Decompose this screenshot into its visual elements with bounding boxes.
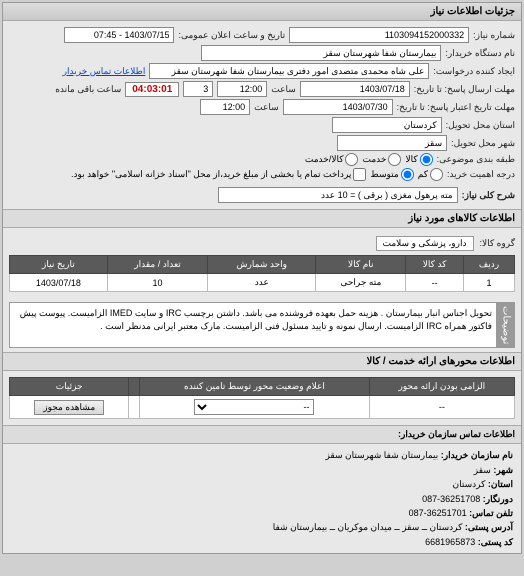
buyer-label: نام دستگاه خریدار: — [445, 48, 515, 59]
requester-label: ایجاد کننده درخواست: — [433, 66, 515, 77]
c-org: بیمارستان شفا شهرستان سقز — [325, 450, 438, 460]
pri-low-input[interactable] — [430, 168, 443, 181]
providers-row: -- -- مشاهده مجوز — [10, 396, 515, 419]
c-province-label: استان: — [488, 479, 513, 489]
c-phone-label: تلفن تماس: — [469, 508, 513, 518]
notes-label: توضیحات — [497, 302, 515, 348]
need-title-label: شرح کلی نیاز: — [462, 190, 515, 201]
time-label-1: ساعت — [271, 84, 296, 95]
c-province: کردستان — [453, 479, 486, 489]
c-city-label: شهر: — [493, 465, 513, 475]
providers-table: الزامی بودن ارائه محور اعلام وضعیت محور … — [9, 377, 515, 419]
panel-title: جزئیات اطلاعات نیاز — [3, 3, 521, 21]
pri-med-input[interactable] — [401, 168, 414, 181]
deadline-reply-label: مهلت ارسال پاسخ: تا تاریخ: — [414, 84, 515, 95]
c-address-label: آدرس پستی: — [465, 522, 513, 532]
c-city: سقز — [474, 465, 491, 475]
pth-details: جزئیات — [10, 378, 129, 396]
details-panel: جزئیات اطلاعات نیاز شماره نیاز: تاریخ و … — [2, 2, 522, 554]
th-date: تاریخ نیاز — [10, 256, 108, 274]
remain-suffix: ساعت باقی مانده — [55, 84, 121, 95]
th-qty: تعداد / مقدار — [107, 256, 208, 274]
ptd-mandatory: -- — [369, 396, 514, 419]
c-address: کردستان ــ سقز ــ میدان موکریان ــ بیمار… — [273, 522, 463, 532]
city-label: شهر محل تحویل: — [451, 138, 515, 149]
deadline-reply-time[interactable] — [217, 81, 267, 97]
payment-note-check[interactable]: پرداخت تمام یا بخشی از مبلغ خرید،از محل … — [71, 168, 366, 181]
contact-link[interactable]: اطلاعات تماس خریدار — [63, 66, 146, 77]
pri-low-radio[interactable]: کم — [418, 168, 443, 181]
pth-mandatory: الزامی بودن ارائه محور — [369, 378, 514, 396]
th-unit: واحد شمارش — [208, 256, 316, 274]
form-area: شماره نیاز: تاریخ و ساعت اعلان عمومی: نا… — [3, 21, 521, 209]
deadline-reply-date[interactable] — [300, 81, 410, 97]
validity-date[interactable] — [283, 99, 393, 115]
request-no-label: شماره نیاز: — [473, 30, 515, 41]
td-unit: عدد — [208, 274, 316, 292]
c-postal: 6681965873 — [425, 537, 475, 547]
view-permit-button[interactable]: مشاهده مجوز — [34, 400, 104, 415]
cat-service-radio[interactable]: خدمت — [362, 153, 401, 166]
th-name: نام کالا — [316, 256, 406, 274]
notes-wrap: توضیحات تحویل اجناس انبار بیمارستان . هز… — [9, 302, 515, 348]
pth-empty — [129, 378, 140, 396]
providers-section-title: اطلاعات محورهای ارائه خدمت / کالا — [3, 352, 521, 371]
request-no-field[interactable] — [289, 27, 469, 43]
pri-med-radio[interactable]: متوسط — [370, 168, 413, 181]
buyer-field[interactable] — [201, 45, 441, 61]
c-phone: 36251701-087 — [409, 508, 467, 518]
goods-group-label: گروه کالا: — [480, 238, 515, 249]
c-postal-label: کد پستی: — [478, 537, 513, 547]
td-name: مته جراحی — [316, 274, 406, 292]
need-title-field[interactable] — [218, 187, 458, 203]
province-field[interactable] — [332, 117, 442, 133]
cat-goods-radio[interactable]: کالا — [405, 153, 432, 166]
ptd-details: مشاهده مجوز — [10, 396, 129, 419]
td-code: -- — [406, 274, 464, 292]
c-fax: 36251708-087 — [422, 494, 480, 504]
validity-label: مهلت تاریخ اعتبار پاسخ: تا تاریخ: — [397, 102, 515, 113]
c-fax-label: دورنگار: — [483, 494, 513, 504]
table-row[interactable]: 1 -- مته جراحی عدد 10 1403/07/18 — [10, 274, 515, 292]
requester-field[interactable] — [149, 63, 429, 79]
payment-note-input[interactable] — [353, 168, 366, 181]
notes-text: تحویل اجناس انبار بیمارستان . هزینه حمل … — [9, 302, 497, 348]
contact-section-title: اطلاعات تماس سازمان خریدار: — [3, 425, 521, 444]
remain-timer: 04:03:01 — [125, 82, 179, 97]
announce-label: تاریخ و ساعت اعلان عمومی: — [178, 30, 285, 41]
city-field[interactable] — [337, 135, 447, 151]
th-code: کد کالا — [406, 256, 464, 274]
time-label-2: ساعت — [254, 102, 279, 113]
cat-goods-service-input[interactable] — [345, 153, 358, 166]
th-row: ردیف — [463, 256, 514, 274]
cat-service-input[interactable] — [388, 153, 401, 166]
priority-label: درجه اهمیت خرید: — [447, 169, 515, 180]
ptd-empty — [129, 396, 140, 419]
goods-section-title: اطلاعات کالاهای مورد نیاز — [3, 209, 521, 228]
announce-field[interactable] — [64, 27, 174, 43]
ptd-status: -- — [140, 396, 369, 419]
contact-block: نام سازمان خریدار: بیمارستان شفا شهرستان… — [3, 444, 521, 553]
td-qty: 10 — [107, 274, 208, 292]
td-row: 1 — [463, 274, 514, 292]
td-date: 1403/07/18 — [10, 274, 108, 292]
remain-days[interactable] — [183, 81, 213, 97]
status-select[interactable]: -- — [194, 399, 314, 415]
province-label: استان محل تحویل: — [446, 120, 515, 131]
goods-table: ردیف کد کالا نام کالا واحد شمارش تعداد /… — [9, 255, 515, 292]
validity-time[interactable] — [200, 99, 250, 115]
cat-goods-input[interactable] — [420, 153, 433, 166]
pth-status: اعلام وضعیت محور توسط تامین کننده — [140, 378, 369, 396]
category-label: طبقه بندی موضوعی: — [437, 154, 515, 165]
c-org-label: نام سازمان خریدار: — [441, 450, 513, 460]
goods-group-tag: دارو، پزشکی و سلامت — [376, 236, 474, 251]
cat-goods-service-radio[interactable]: کالا/خدمت — [305, 153, 359, 166]
